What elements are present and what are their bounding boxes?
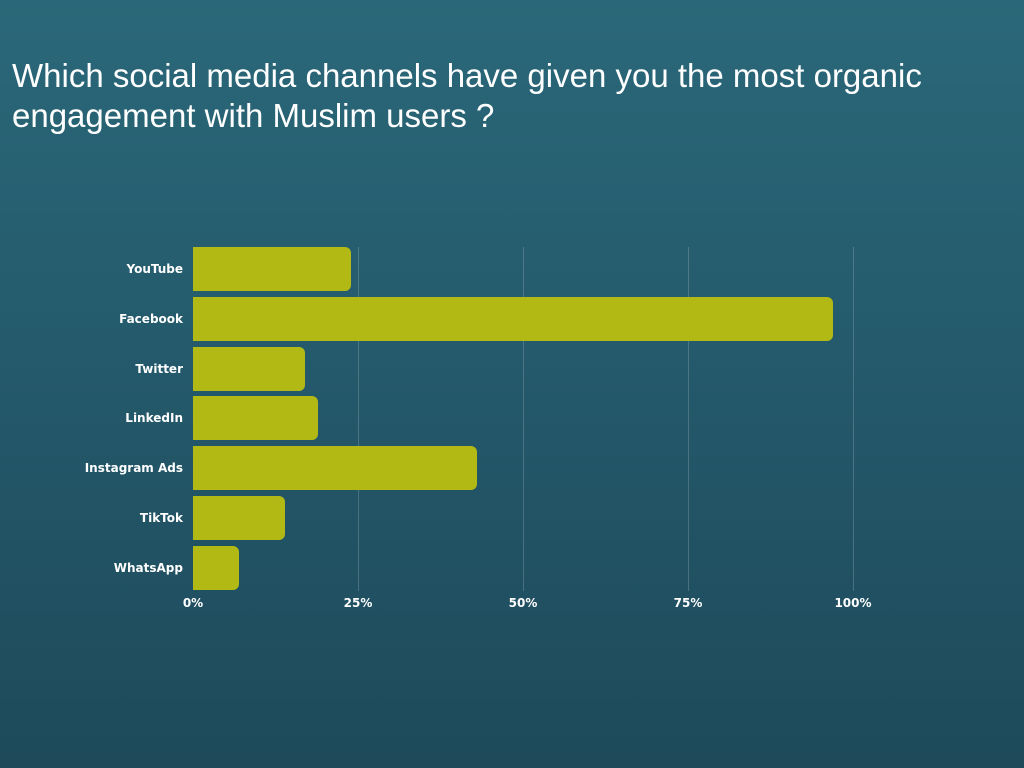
- bar-linkedin: [193, 396, 319, 441]
- category-label: WhatsApp: [113, 560, 183, 575]
- category-label: LinkedIn: [125, 411, 183, 426]
- x-tick-label: 100%: [834, 596, 872, 610]
- plot-area: [193, 247, 854, 591]
- gridline-75: [688, 247, 689, 591]
- chart-title: Which social media channels have given y…: [12, 57, 922, 134]
- category-label: Instagram Ads: [84, 461, 183, 476]
- bar-tiktok: [193, 496, 286, 540]
- category-label: Facebook: [119, 311, 183, 326]
- gridline-25: [358, 247, 359, 591]
- category-label: Twitter: [135, 361, 183, 376]
- x-tick-label: 75%: [673, 596, 703, 610]
- bar-whatsapp: [193, 545, 240, 590]
- x-tick-label: 25%: [343, 596, 373, 610]
- gridline-100: [853, 247, 854, 591]
- bar-youtube: [193, 247, 352, 291]
- bar-instagram-ads: [193, 446, 477, 491]
- bar-twitter: [193, 346, 306, 391]
- x-tick-label: 50%: [508, 596, 538, 610]
- gridline-50: [523, 247, 524, 591]
- category-label: YouTube: [126, 262, 183, 276]
- x-tick-label: 0%: [182, 596, 204, 610]
- bar-facebook: [193, 296, 834, 341]
- category-label: TikTok: [139, 511, 183, 525]
